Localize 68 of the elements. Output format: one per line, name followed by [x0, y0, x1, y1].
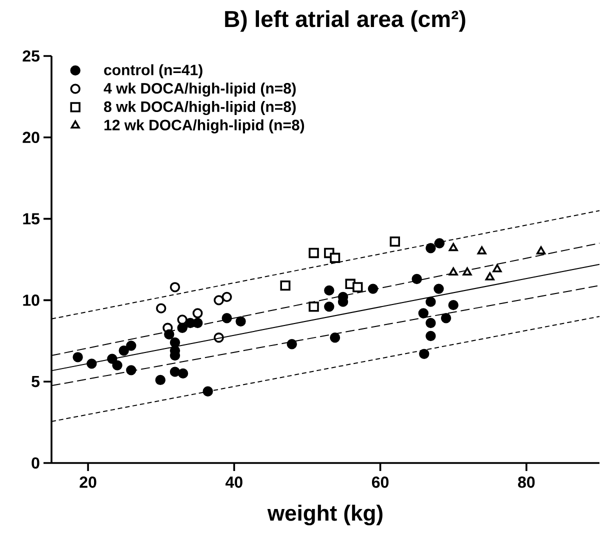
point [170, 366, 180, 377]
x-tick-label: 60 [372, 476, 389, 488]
point [170, 337, 180, 348]
legend-label: 8 wk DOCA/high-lipid (n=8) [104, 101, 296, 116]
y-tick-label: 0 [32, 457, 40, 469]
point [368, 284, 378, 294]
point [308, 302, 319, 312]
y-tick-label: 20 [22, 132, 40, 144]
point [214, 295, 224, 306]
legend-label: 12 wk DOCA/high-lipid (n=8) [104, 119, 304, 134]
point [485, 272, 494, 280]
point [330, 252, 340, 263]
point [118, 346, 129, 356]
point [86, 358, 97, 369]
point [324, 302, 334, 312]
point [536, 246, 546, 254]
point [418, 308, 428, 318]
point [412, 274, 422, 284]
point [462, 267, 472, 276]
chart-title: B) left atrial area (cm²) [225, 10, 466, 32]
point [162, 322, 173, 333]
point [170, 282, 180, 292]
point [448, 300, 458, 310]
point [448, 242, 458, 252]
point [177, 314, 188, 325]
point [308, 248, 319, 258]
x-tick-label: 40 [226, 476, 242, 488]
x-tick-label: 20 [80, 476, 96, 488]
point [426, 330, 436, 342]
point [178, 368, 188, 379]
point [324, 285, 334, 296]
point [352, 282, 363, 292]
x-tick-label: 80 [518, 476, 535, 488]
y-tick-label: 25 [22, 50, 40, 62]
point [155, 374, 166, 386]
point [280, 280, 290, 291]
point [434, 238, 445, 248]
point [126, 340, 136, 351]
point [192, 308, 203, 318]
point [192, 318, 203, 328]
point [202, 386, 213, 396]
y-tick-label: 5 [32, 376, 40, 388]
point [222, 292, 232, 302]
point [419, 348, 430, 360]
point [107, 354, 118, 364]
point [330, 332, 340, 343]
x-axis-title: weight (kg) [267, 504, 382, 526]
point [214, 332, 224, 343]
point [492, 264, 502, 272]
point [286, 339, 297, 350]
point [426, 318, 436, 328]
point [434, 284, 444, 294]
point [448, 267, 458, 276]
legend-label: 4 wk DOCA/high-lipid (n=8) [104, 82, 296, 97]
point [112, 360, 122, 370]
point [390, 236, 400, 247]
point [156, 303, 166, 314]
point [477, 246, 486, 254]
point [426, 242, 436, 254]
point [72, 352, 83, 362]
y-tick-label: 10 [23, 294, 40, 306]
point [222, 313, 232, 324]
point [426, 296, 436, 307]
point [440, 313, 452, 324]
point [126, 365, 136, 376]
y-tick-label: 15 [23, 213, 40, 224]
legend-label: control (n=41) [104, 64, 202, 78]
point [236, 316, 246, 326]
